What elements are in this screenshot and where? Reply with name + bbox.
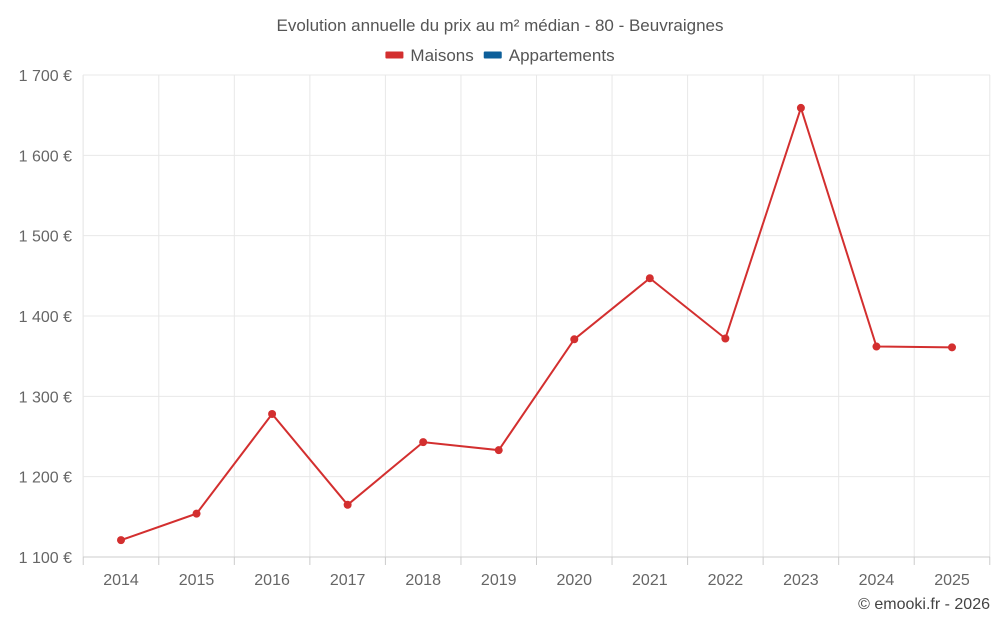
data-point-maisons[interactable] xyxy=(192,509,201,518)
y-tick-label: 1 700 € xyxy=(19,68,72,85)
y-tick-label: 1 300 € xyxy=(19,389,72,406)
chart-legend: Maisons Appartements xyxy=(385,46,615,65)
x-tick-label: 2021 xyxy=(632,572,668,589)
data-point-maisons[interactable] xyxy=(268,410,277,419)
data-point-maisons[interactable] xyxy=(796,103,805,112)
x-tick-label: 2018 xyxy=(405,572,441,589)
data-point-maisons[interactable] xyxy=(494,446,503,455)
series-line-maisons xyxy=(120,104,953,542)
y-tick-label: 1 100 € xyxy=(19,550,72,567)
series-layer xyxy=(117,103,956,545)
legend-label-appartements[interactable]: Appartements xyxy=(509,46,615,65)
data-point-maisons[interactable] xyxy=(645,274,654,283)
data-point-maisons[interactable] xyxy=(570,335,579,344)
axis-layer: 1 100 € 1 200 € 1 300 € 1 400 € 1 500 € 1 600… xyxy=(19,68,991,589)
y-tick-label: 1 600 € xyxy=(19,148,72,165)
x-tick-label: 2023 xyxy=(783,572,819,589)
y-tick-label: 1 200 € xyxy=(19,470,72,487)
x-tick-label: 2025 xyxy=(934,572,970,589)
x-tick-label: 2014 xyxy=(103,572,139,589)
x-tick-label: 2020 xyxy=(556,572,592,589)
y-tick-label: 1 400 € xyxy=(19,309,72,326)
data-point-maisons[interactable] xyxy=(721,334,730,343)
data-point-maisons[interactable] xyxy=(117,536,125,545)
copyright-credit: © emooki.fr - 2026 xyxy=(858,596,990,613)
legend-swatch-appartements[interactable] xyxy=(483,51,502,59)
data-point-maisons[interactable] xyxy=(872,342,881,351)
x-tick-label: 2015 xyxy=(179,572,215,589)
x-tick-label: 2024 xyxy=(859,572,895,589)
x-tick-label: 2019 xyxy=(481,572,517,589)
chart-title: Evolution annuelle du prix au m² médian … xyxy=(277,16,724,35)
y-tick-label: 1 500 € xyxy=(19,229,72,246)
data-point-maisons[interactable] xyxy=(419,438,428,447)
x-tick-label: 2016 xyxy=(254,572,290,589)
x-tick-label: 2017 xyxy=(330,572,366,589)
data-point-maisons[interactable] xyxy=(948,343,956,352)
data-point-maisons[interactable] xyxy=(343,500,352,509)
legend-swatch-maisons[interactable] xyxy=(385,51,404,59)
grid-layer xyxy=(82,74,991,557)
legend-label-maisons[interactable]: Maisons xyxy=(410,46,473,65)
x-tick-label: 2022 xyxy=(708,572,744,589)
